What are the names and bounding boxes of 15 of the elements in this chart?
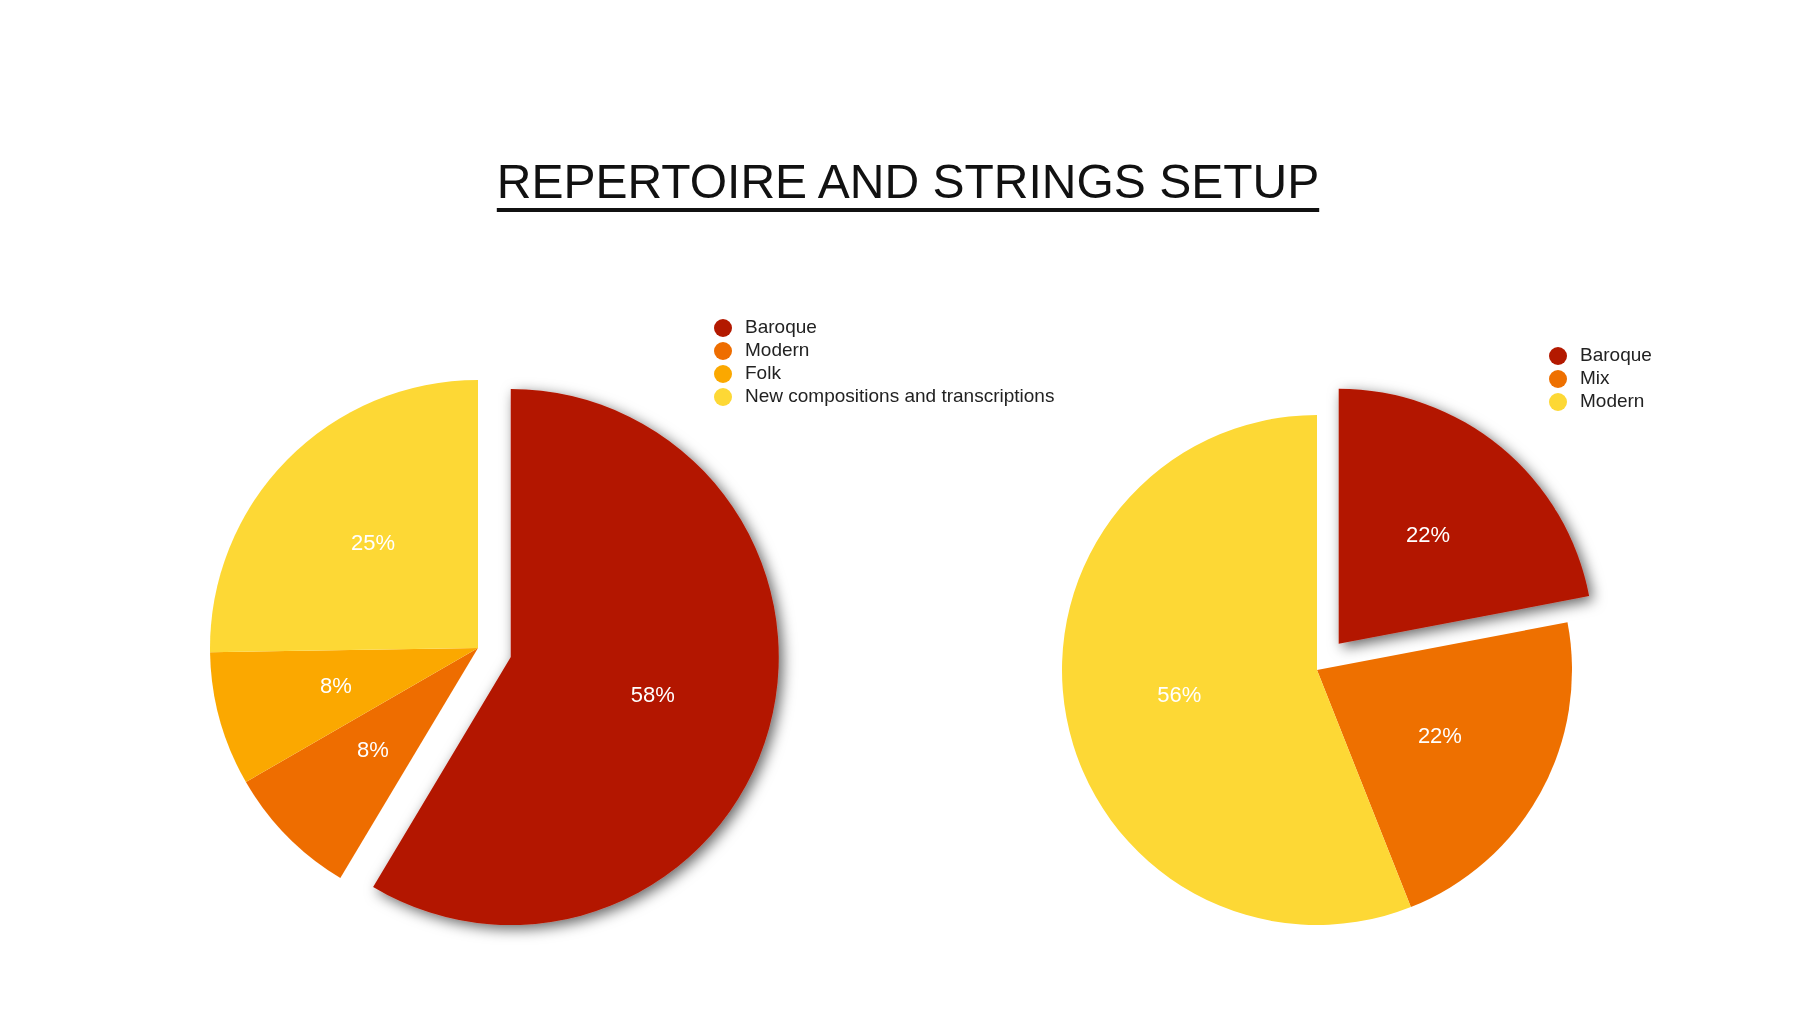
- legend-label: Baroque: [745, 316, 817, 338]
- data-label: 8%: [357, 737, 389, 763]
- data-label: 22%: [1417, 723, 1462, 749]
- data-label: 25%: [350, 530, 395, 556]
- chart-title: REPERTOIRE AND STRINGS SETUP: [496, 155, 1320, 208]
- legend-label: Folk: [745, 362, 782, 384]
- legend-label: Modern: [745, 339, 810, 361]
- legend-label: Mix: [1580, 367, 1611, 389]
- data-label: 56%: [1157, 682, 1202, 708]
- legend-label: Modern: [1580, 390, 1645, 412]
- data-label: 8%: [320, 673, 352, 699]
- data-label: 22%: [1406, 521, 1451, 547]
- legend-label: Baroque: [1580, 344, 1652, 366]
- legend-label: New compositions and transcriptions: [745, 385, 1055, 407]
- data-label: 58%: [630, 682, 675, 708]
